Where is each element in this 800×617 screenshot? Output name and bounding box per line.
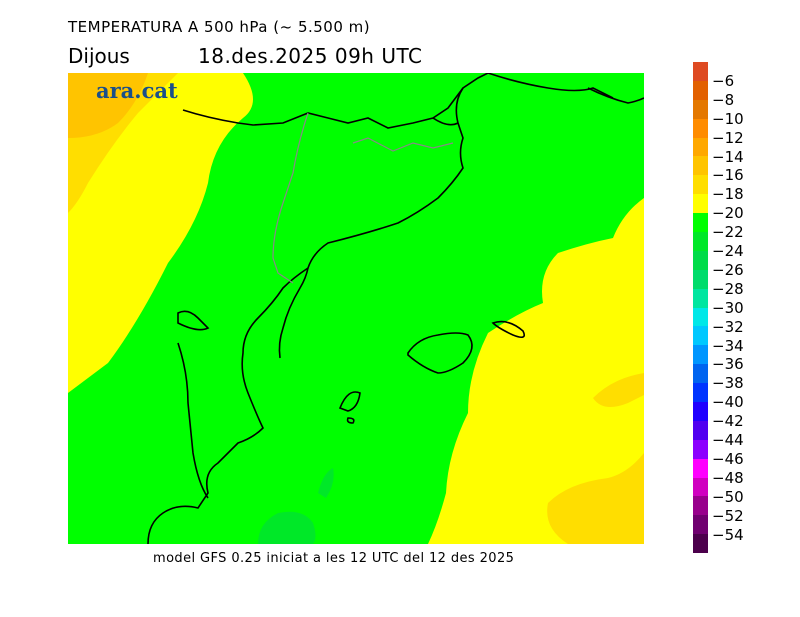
color-scale-label: −34 — [712, 336, 744, 355]
color-scale-label: −8 — [712, 90, 735, 109]
color-scale-swatch — [693, 194, 708, 214]
color-scale-swatch — [693, 402, 708, 421]
color-scale-label: −54 — [712, 525, 744, 544]
color-scale-swatch — [693, 99, 708, 119]
color-scale-label: −26 — [712, 260, 744, 279]
color-scale-swatch — [693, 175, 708, 195]
color-scale-label: −38 — [712, 374, 744, 393]
color-scale-swatch — [693, 288, 708, 308]
color-scale-label: −30 — [712, 298, 744, 317]
color-scale-swatch — [693, 383, 708, 403]
color-scale-swatch — [693, 458, 708, 478]
color-scale-swatch — [693, 420, 708, 440]
color-scale-label: −40 — [712, 393, 744, 412]
color-scale-swatch — [693, 62, 708, 81]
color-scale-label: −32 — [712, 317, 744, 336]
color-scale-label: −42 — [712, 412, 744, 431]
color-scale-swatch — [693, 137, 708, 157]
color-scale-label: −28 — [712, 279, 744, 298]
color-scale-swatch — [693, 250, 708, 270]
color-scale-swatch — [693, 345, 708, 365]
color-scale-label: −12 — [712, 128, 744, 147]
color-scale-label: −48 — [712, 468, 744, 487]
color-scale-bar — [693, 62, 708, 554]
color-scale-label: −18 — [712, 185, 744, 204]
logo: ara.cat — [96, 78, 178, 103]
color-scale-swatch — [693, 213, 708, 233]
color-scale-label: −22 — [712, 223, 744, 242]
color-scale-label: −50 — [712, 487, 744, 506]
borders — [272, 112, 454, 284]
field-orange-east — [547, 373, 644, 544]
color-scale-label: −44 — [712, 431, 744, 449]
color-scale-swatch — [693, 534, 708, 554]
field-orange-west-core — [68, 73, 148, 138]
color-scale-swatch — [693, 515, 708, 535]
weekday-label: Dijous — [68, 44, 130, 68]
chart-title: TEMPERATURA A 500 hPa (~ 5.500 m) — [68, 18, 371, 36]
color-scale-label: −14 — [712, 147, 744, 166]
forecast-datetime: 18.des.2025 09h UTC — [198, 44, 423, 68]
model-run-note: model GFS 0.25 iniciat a les 12 UTC del … — [153, 551, 515, 566]
color-scale-swatch — [693, 307, 708, 327]
field-dark-green — [258, 468, 334, 544]
color-scale-swatch — [693, 496, 708, 516]
color-scale-label: −16 — [712, 166, 744, 185]
color-scale-swatch — [693, 269, 708, 289]
color-scale-swatch — [693, 477, 708, 497]
color-scale-swatch — [693, 364, 708, 384]
color-scale-label: −20 — [712, 204, 744, 223]
temperature-map — [68, 73, 644, 544]
color-scale-swatch — [693, 326, 708, 346]
field-yellow-east — [428, 198, 644, 544]
color-scale-label: −36 — [712, 355, 744, 374]
field-yellow-west — [68, 73, 253, 393]
color-scale-label: −52 — [712, 506, 744, 525]
color-scale-label: −46 — [712, 449, 744, 468]
color-scale-label: −10 — [712, 109, 744, 128]
coastlines — [147, 73, 644, 544]
color-scale-swatch — [693, 118, 708, 138]
color-scale-swatch — [693, 232, 708, 251]
color-scale-swatch — [693, 439, 708, 459]
color-scale-swatch — [693, 156, 708, 176]
color-scale-swatch — [693, 80, 708, 100]
color-scale-label: −24 — [712, 242, 744, 260]
color-scale-label: −6 — [712, 71, 735, 90]
